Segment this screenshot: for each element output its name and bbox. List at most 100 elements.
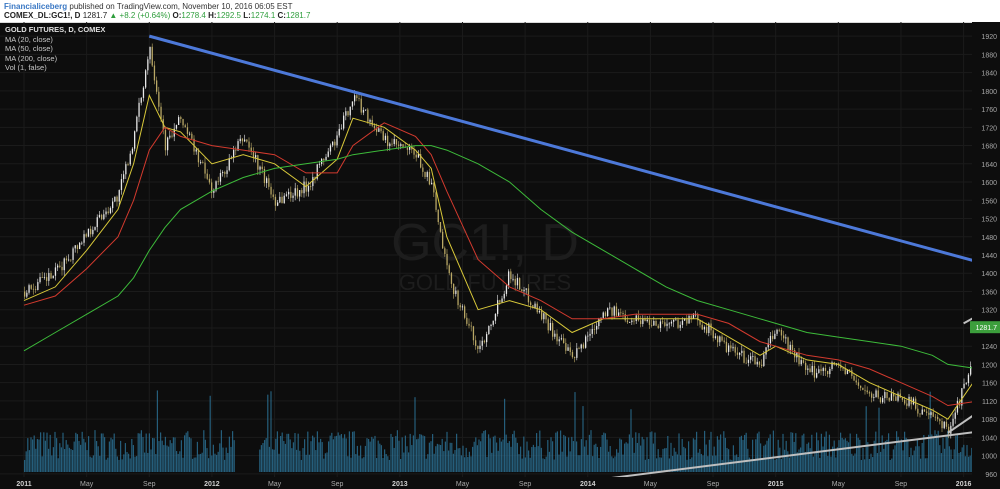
volume-bar	[739, 436, 741, 472]
volume-bar	[222, 447, 224, 472]
volume-bar	[827, 456, 829, 472]
candle-body	[567, 347, 569, 351]
candle-body	[466, 317, 468, 324]
volume-bar	[916, 440, 918, 472]
candle-body	[670, 321, 673, 324]
volume-bar	[851, 453, 853, 472]
volume-bar	[928, 434, 930, 472]
volume-bar	[137, 433, 139, 472]
candle-body	[255, 155, 257, 158]
volume-bar	[516, 442, 518, 472]
volume-bar	[102, 433, 104, 472]
volume-bar	[848, 442, 850, 472]
volume-bar	[81, 431, 83, 472]
volume-bar	[462, 445, 464, 472]
candle-body	[90, 228, 92, 235]
volume-bar	[192, 458, 194, 472]
volume-bar	[315, 450, 317, 472]
candle-body	[558, 339, 560, 342]
volume-bar	[328, 441, 330, 472]
candle-body	[633, 320, 635, 322]
symbol-name: COMEX_DL:GC1!, D	[4, 11, 81, 20]
legend-ma50[interactable]: MA (50, close)	[5, 44, 53, 53]
y-tick-label: 1760	[981, 107, 997, 114]
volume-bar	[899, 442, 901, 472]
volume-bar	[484, 430, 486, 472]
candle-body	[699, 320, 701, 325]
volume-bar	[108, 441, 110, 472]
volume-bar	[702, 455, 704, 472]
volume-bar	[548, 451, 550, 472]
candle-body	[226, 170, 228, 174]
volume-bar	[273, 449, 275, 472]
candle-body	[182, 119, 184, 126]
candle-body	[538, 310, 541, 313]
candle-body	[281, 196, 283, 204]
volume-bar	[672, 455, 674, 472]
volume-bar	[680, 455, 682, 472]
candle-body	[598, 318, 600, 327]
price-chart[interactable]: GC1!, D GOLD FUTURES 9601000104010801120…	[0, 22, 1000, 489]
volume-bar	[902, 450, 904, 472]
author-link[interactable]: Financialiceberg	[4, 2, 68, 11]
volume-bar	[94, 430, 96, 472]
candle-body	[92, 229, 94, 235]
volume-bar	[142, 437, 144, 472]
volume-bar	[550, 437, 552, 472]
volume-bar	[788, 457, 790, 472]
volume-bar	[427, 454, 429, 472]
volume-bar	[774, 459, 776, 472]
candle-body	[334, 141, 336, 146]
candle-body	[961, 388, 963, 406]
y-tick-label: 1160	[982, 381, 997, 388]
volume-bar	[590, 430, 592, 472]
candle-body	[890, 393, 893, 401]
volume-bar	[116, 456, 118, 472]
volume-bar	[708, 439, 710, 472]
candle-body	[948, 426, 950, 434]
candle-body	[554, 333, 556, 337]
volume-bar	[155, 454, 157, 472]
volume-bar	[275, 438, 277, 472]
candle-body	[857, 382, 860, 386]
candle-body	[158, 91, 160, 107]
volume-bar	[112, 439, 114, 472]
volume-bar	[617, 452, 619, 472]
volume-bar	[419, 434, 421, 472]
volume-bar	[750, 459, 752, 472]
volume-bar	[187, 431, 189, 472]
volume-bar	[107, 457, 109, 472]
volume-bar	[104, 437, 106, 472]
volume-bar	[843, 439, 845, 472]
candle-body	[294, 188, 296, 196]
volume-bar	[924, 458, 926, 472]
volume-bar	[216, 454, 218, 472]
watermark-symbol: GC1!, D	[391, 214, 579, 272]
volume-bar	[411, 445, 413, 472]
volume-bar	[494, 435, 496, 472]
candle-body	[296, 188, 299, 197]
volume-bar	[478, 439, 480, 472]
candle-body	[714, 336, 717, 339]
candle-body	[393, 139, 395, 144]
y-tick-label: 1480	[981, 235, 997, 242]
volume-bar	[817, 440, 819, 472]
legend-volume[interactable]: Vol (1, false)	[5, 63, 47, 72]
candle-body	[901, 397, 904, 400]
candle-body	[167, 137, 169, 151]
candle-body	[849, 369, 851, 371]
volume-bar	[564, 436, 566, 472]
volume-bar	[491, 452, 493, 472]
candle-body	[79, 242, 81, 249]
volume-bar	[585, 440, 587, 472]
candle-body	[525, 288, 527, 290]
volume-bar	[214, 453, 216, 472]
volume-bar	[713, 446, 715, 472]
legend-ma20[interactable]: MA (20, close)	[5, 34, 53, 44]
volume-bar	[971, 447, 973, 472]
volume-bar	[873, 440, 875, 472]
volume-bar	[259, 449, 261, 472]
candle-body	[435, 192, 437, 210]
volume-bar	[612, 458, 614, 472]
legend-ma200[interactable]: MA (200, close)	[5, 53, 58, 63]
